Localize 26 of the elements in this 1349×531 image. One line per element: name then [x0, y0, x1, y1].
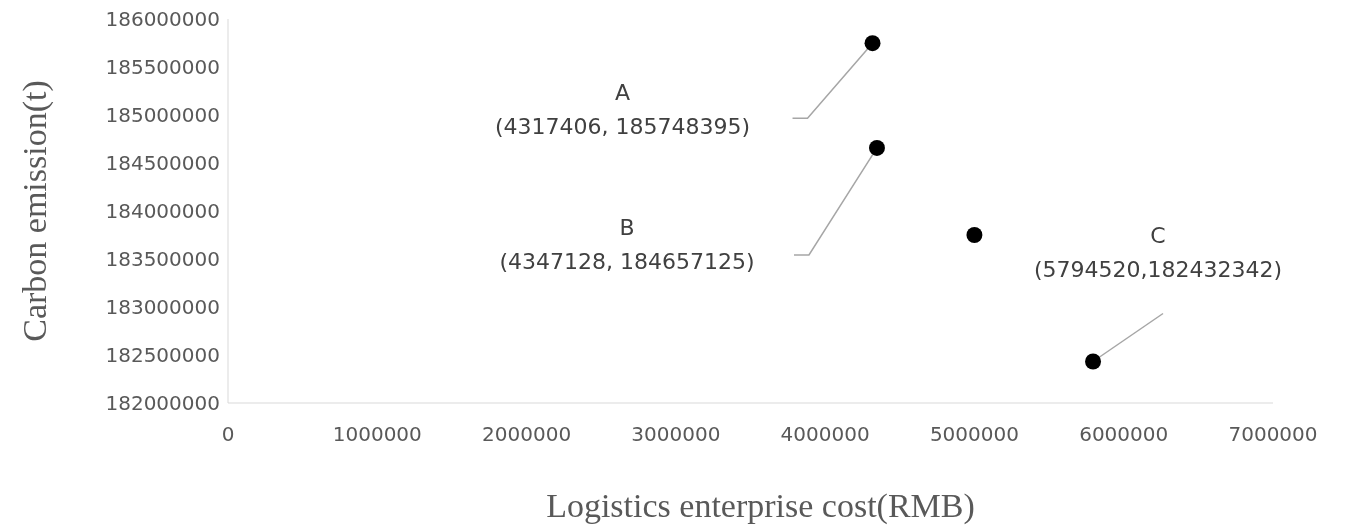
x-tick-label: 2000000: [482, 422, 572, 446]
y-tick-label: 186000000: [105, 7, 220, 31]
annotation: C (5794520,182432342): [1033, 223, 1283, 283]
y-axis-title: Carbon emission(t): [16, 80, 54, 342]
point: [966, 227, 983, 243]
x-axis-title: Logistics enterprise cost(RMB): [546, 487, 975, 525]
x-tick-label: 4000000: [780, 422, 870, 446]
x-tick-label: 7000000: [1228, 422, 1318, 446]
x-tick-label: 0: [221, 422, 235, 446]
x-tick-label: 1000000: [332, 422, 422, 446]
y-tick-label: 183500000: [105, 247, 220, 271]
y-tick-label: 182000000: [105, 391, 220, 415]
point: [864, 35, 881, 52]
y-tick-label: 184000000: [105, 199, 220, 223]
x-tick-label: 6000000: [1079, 422, 1169, 446]
x-tick-label: 3000000: [631, 422, 721, 446]
y-tick-label: 185500000: [105, 55, 220, 79]
y-tick-label: 184500000: [105, 151, 220, 175]
x-tick-label: 5000000: [929, 422, 1019, 446]
point: [1085, 353, 1102, 370]
y-tick-label: 183000000: [105, 295, 220, 319]
point: [868, 139, 885, 156]
y-tick-label: 182500000: [105, 343, 220, 367]
annotation: A (4317406, 185748395): [494, 80, 751, 140]
y-tick-label: 185000000: [105, 103, 220, 127]
annotation: B (4347128, 184657125): [499, 214, 755, 274]
